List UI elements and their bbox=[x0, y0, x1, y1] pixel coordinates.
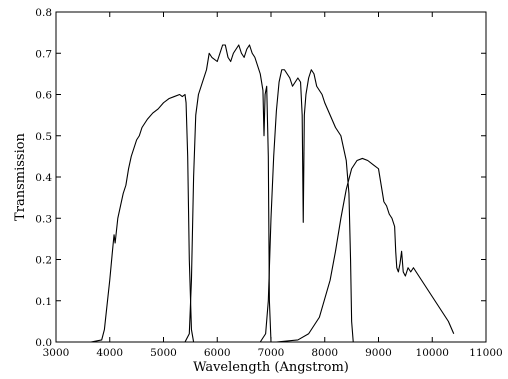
y-tick-label: 0.2 bbox=[35, 255, 52, 267]
y-tick-label: 0.4 bbox=[35, 172, 52, 184]
x-axis-label: Wavelength (Angstrom) bbox=[193, 360, 349, 375]
x-tick-label: 3000 bbox=[43, 347, 70, 359]
y-tick-label: 0.5 bbox=[35, 131, 52, 143]
x-tick-label: 10000 bbox=[416, 347, 449, 359]
x-tick-label: 8000 bbox=[311, 347, 338, 359]
x-tick-label: 4000 bbox=[96, 347, 123, 359]
plot-frame bbox=[55, 11, 487, 343]
y-tick-label: 0.3 bbox=[35, 213, 52, 225]
filter-curve-2 bbox=[184, 44, 274, 343]
y-tick-label: 0.8 bbox=[35, 7, 52, 19]
x-tick-label: 6000 bbox=[204, 347, 231, 359]
ticks-layer: 3000 4000 5000 6000 7000 8000 9000 10000 11000 0.… bbox=[35, 7, 502, 359]
filter-curve-3 bbox=[259, 69, 357, 343]
filter-curve-4 bbox=[276, 157, 455, 343]
curves-layer bbox=[90, 44, 455, 343]
y-tick-label: 0.6 bbox=[35, 90, 52, 102]
filter-curve-1 bbox=[90, 93, 202, 343]
y-tick-label: 0.1 bbox=[35, 296, 52, 308]
y-tick-label: 0.7 bbox=[35, 48, 52, 60]
x-tick-label: 7000 bbox=[258, 347, 285, 359]
y-axis-label: Transmission bbox=[13, 132, 28, 220]
x-tick-label: 5000 bbox=[150, 347, 177, 359]
x-tick-label: 9000 bbox=[365, 347, 392, 359]
x-tick-label: 11000 bbox=[469, 347, 502, 359]
y-tick-label: 0.0 bbox=[35, 337, 52, 349]
